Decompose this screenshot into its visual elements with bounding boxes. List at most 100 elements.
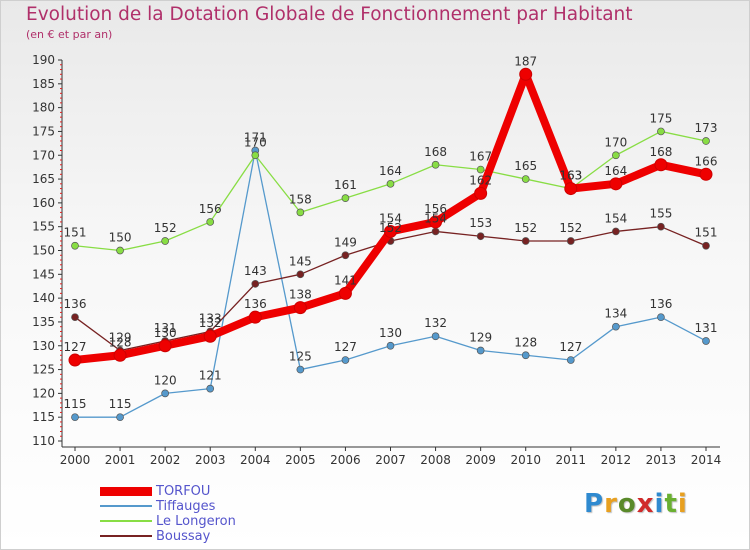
x-tick-label: 2010 xyxy=(510,453,541,467)
data-point-boussay xyxy=(566,237,575,245)
data-label-torfou: 128 xyxy=(109,335,132,349)
data-point-le-longeron xyxy=(657,127,665,136)
x-tick-label: 2004 xyxy=(240,453,271,467)
data-point-le-longeron xyxy=(702,137,710,145)
y-tick-label: 160 xyxy=(32,196,55,210)
data-label-boussay: 131 xyxy=(154,321,177,335)
y-tick-label: 170 xyxy=(32,148,55,162)
data-label-le-longeron: 151 xyxy=(64,226,87,240)
data-label-tiffauges: 120 xyxy=(154,373,177,387)
chart-title: Evolution de la Dotation Globale de Fonc… xyxy=(26,4,633,25)
data-label-le-longeron: 167 xyxy=(469,150,492,164)
x-tick-label: 2005 xyxy=(285,453,316,467)
data-point-boussay xyxy=(476,232,485,241)
x-tick-label: 2003 xyxy=(195,453,226,467)
legend-label-le-longeron: Le Longeron xyxy=(156,514,236,529)
data-point-le-longeron xyxy=(71,241,79,250)
data-label-torfou: 141 xyxy=(334,273,357,287)
data-point-boussay xyxy=(521,237,530,245)
data-point-tiffauges xyxy=(702,337,710,345)
x-tick-label: 2001 xyxy=(105,453,136,467)
data-label-tiffauges: 128 xyxy=(514,335,537,349)
y-tick-label: 130 xyxy=(32,339,55,353)
data-point-torfou xyxy=(203,329,217,343)
data-point-le-longeron xyxy=(521,175,530,183)
data-label-tiffauges: 132 xyxy=(424,316,447,330)
data-point-boussay xyxy=(251,279,260,288)
data-label-le-longeron: 170 xyxy=(244,135,267,149)
data-point-le-longeron xyxy=(206,218,215,226)
legend-label-torfou: TORFOU xyxy=(156,484,211,499)
data-label-boussay: 152 xyxy=(514,221,537,235)
data-label-tiffauges: 127 xyxy=(334,340,357,354)
legend-swatch-torfou xyxy=(100,487,152,496)
data-label-torfou: 130 xyxy=(154,326,177,340)
data-label-le-longeron: 150 xyxy=(109,231,132,245)
chart-subtitle: (en € et par an) xyxy=(26,28,113,41)
data-label-boussay: 136 xyxy=(64,297,87,311)
data-label-torfou: 164 xyxy=(604,164,627,178)
y-tick-label: 135 xyxy=(32,315,55,329)
data-point-torfou xyxy=(338,286,352,300)
y-tick-label: 115 xyxy=(32,410,55,424)
logo-letter: x xyxy=(636,489,655,519)
data-point-le-longeron xyxy=(386,179,395,188)
data-point-tiffauges xyxy=(521,351,530,360)
data-label-le-longeron: 175 xyxy=(649,111,672,125)
data-label-boussay: 143 xyxy=(244,264,267,278)
data-point-torfou xyxy=(474,186,488,200)
data-label-torfou: 136 xyxy=(244,297,267,311)
data-label-le-longeron: 161 xyxy=(334,178,357,192)
data-label-tiffauges: 131 xyxy=(695,321,718,335)
data-point-torfou xyxy=(68,353,82,367)
legend-swatch-tiffauges xyxy=(100,505,152,507)
data-label-torfou: 156 xyxy=(424,202,447,216)
data-label-torfou: 132 xyxy=(199,316,222,330)
y-tick-label: 155 xyxy=(32,220,55,234)
data-point-torfou xyxy=(699,167,713,181)
y-tick-label: 145 xyxy=(32,267,55,281)
logo-letter: P xyxy=(584,489,605,519)
data-label-torfou: 166 xyxy=(695,154,718,168)
data-label-tiffauges: 134 xyxy=(604,307,627,321)
data-point-le-longeron xyxy=(431,160,440,169)
data-point-tiffauges xyxy=(116,413,124,422)
y-tick-label: 120 xyxy=(32,386,55,400)
data-label-le-longeron: 158 xyxy=(289,192,312,206)
data-point-boussay xyxy=(71,313,79,322)
legend-label-boussay: Boussay xyxy=(156,529,211,544)
data-point-tiffauges xyxy=(296,365,305,374)
data-label-le-longeron: 165 xyxy=(514,159,537,173)
data-point-le-longeron xyxy=(296,208,305,217)
x-tick-label: 2007 xyxy=(375,453,406,467)
y-tick-label: 110 xyxy=(32,434,55,448)
data-point-boussay xyxy=(657,222,665,231)
data-point-tiffauges xyxy=(386,341,395,350)
data-label-torfou: 138 xyxy=(289,288,312,302)
data-point-boussay xyxy=(341,251,350,260)
data-point-tiffauges xyxy=(206,384,215,393)
data-label-torfou: 162 xyxy=(469,173,492,187)
data-point-tiffauges xyxy=(161,389,169,398)
data-point-torfou xyxy=(384,224,397,238)
series-group xyxy=(68,67,713,422)
x-tick-label: 2012 xyxy=(601,453,632,467)
y-tick-label: 185 xyxy=(32,77,55,91)
data-point-tiffauges xyxy=(612,322,620,331)
logo-letter: r xyxy=(604,489,618,519)
data-label-torfou: 168 xyxy=(649,145,672,159)
data-point-le-longeron xyxy=(116,246,124,255)
data-point-torfou xyxy=(113,348,127,362)
data-label-tiffauges: 129 xyxy=(469,331,492,345)
y-tick-label: 140 xyxy=(32,291,55,305)
data-label-tiffauges: 125 xyxy=(289,350,312,364)
data-point-torfou xyxy=(564,182,578,196)
x-tick-label: 2000 xyxy=(60,453,91,467)
data-point-boussay xyxy=(296,270,305,279)
data-point-boussay xyxy=(702,241,710,250)
data-point-torfou xyxy=(654,158,668,172)
data-label-le-longeron: 163 xyxy=(559,169,582,183)
